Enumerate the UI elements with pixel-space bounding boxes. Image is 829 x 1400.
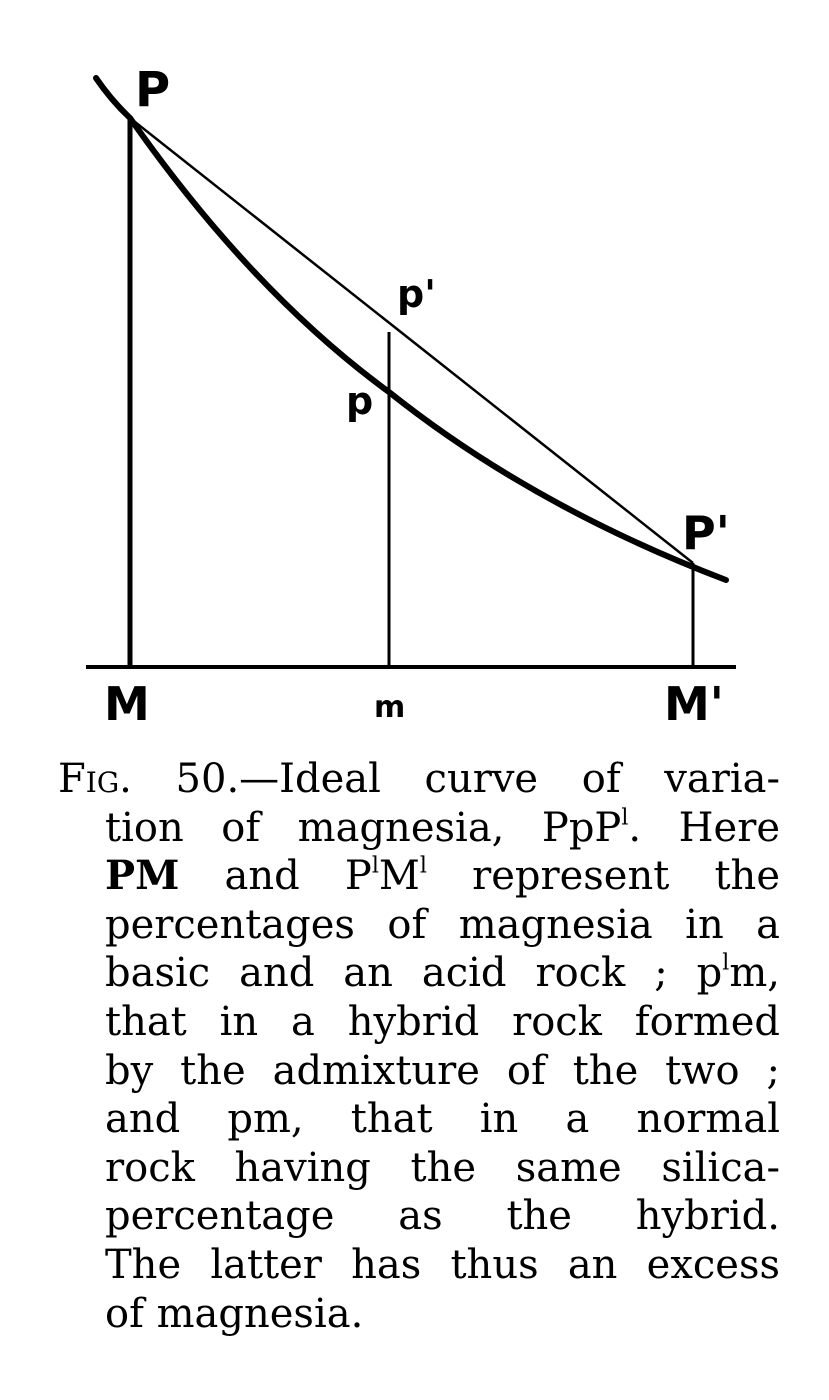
- caption-superscript: l: [371, 853, 379, 879]
- caption-symbol: P: [344, 853, 372, 900]
- caption-line: basic and an acid rock ; plm,: [58, 949, 780, 998]
- caption-dash: —: [239, 756, 280, 802]
- caption-text: Ideal curve of varia-: [279, 756, 780, 802]
- label-p-prime: p': [397, 272, 436, 316]
- caption-text: m,: [729, 950, 780, 997]
- caption-superscript: l: [419, 853, 427, 879]
- label-M: M: [104, 677, 150, 731]
- caption-text: and: [179, 853, 345, 900]
- caption-line: PM and PlMl represent the: [58, 852, 780, 901]
- magnesia-curve: [93, 75, 729, 583]
- label-M-prime: M': [664, 677, 724, 731]
- caption-text: basic and an acid rock ; p: [105, 950, 723, 997]
- caption-line: and pm, that in a normal: [105, 1096, 780, 1143]
- chord-P-P-prime: [129, 117, 694, 564]
- caption-text: tion of magnesia, PpP: [105, 804, 622, 851]
- figure-number: Fig. 50.: [58, 756, 240, 802]
- caption-line: of magnesia.: [105, 1290, 364, 1337]
- caption-text: represent the: [426, 853, 780, 900]
- caption-superscript: l: [722, 950, 730, 976]
- caption-line: tion of magnesia, PpPl. Here: [58, 804, 780, 853]
- caption-line: percentage as the hybrid.: [105, 1193, 780, 1240]
- figure-caption: Fig. 50.—Ideal curve of varia- tion of m…: [58, 755, 780, 1338]
- caption-line: by the admixture of the two ;: [105, 1047, 780, 1094]
- caption-text: . Here: [628, 804, 781, 851]
- label-p: p: [346, 379, 373, 423]
- magnesia-variation-diagram: P p' p P' M m M': [86, 62, 736, 731]
- caption-line: that in a hybrid rock formed: [105, 998, 780, 1045]
- caption-line: rock having the same silica-: [105, 1144, 780, 1191]
- caption-line: percentages of magnesia in a: [105, 901, 780, 948]
- caption-line: Fig. 50.—Ideal curve of varia-: [58, 755, 780, 804]
- label-P-prime: P': [682, 506, 730, 560]
- caption-symbol: M: [378, 853, 420, 900]
- caption-line: The latter has thus an excess: [105, 1241, 780, 1288]
- label-P: P: [135, 62, 170, 118]
- caption-symbol: PM: [105, 852, 180, 900]
- label-m: m: [374, 690, 405, 725]
- caption-superscript: l: [621, 805, 629, 831]
